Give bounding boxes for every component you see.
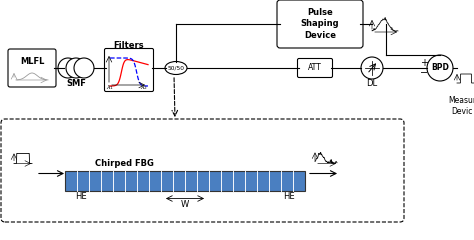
- Circle shape: [58, 58, 78, 78]
- FancyBboxPatch shape: [8, 49, 56, 87]
- Text: Filters: Filters: [114, 41, 144, 49]
- Text: −: −: [420, 68, 428, 78]
- FancyBboxPatch shape: [1, 119, 404, 222]
- Text: MLFL: MLFL: [20, 56, 44, 66]
- FancyBboxPatch shape: [298, 59, 332, 78]
- Text: W: W: [181, 200, 189, 209]
- Text: +: +: [420, 58, 428, 68]
- Text: HE: HE: [75, 192, 87, 201]
- Text: HE: HE: [283, 192, 295, 201]
- Bar: [65, 170, 305, 191]
- Circle shape: [66, 58, 86, 78]
- Text: DL: DL: [366, 79, 378, 89]
- FancyBboxPatch shape: [277, 0, 363, 48]
- Text: $\lambda_1$: $\lambda_1$: [106, 84, 114, 92]
- Circle shape: [361, 57, 383, 79]
- Circle shape: [74, 58, 94, 78]
- Text: 50/50: 50/50: [167, 66, 184, 71]
- Text: BPD: BPD: [431, 64, 449, 72]
- Text: Chirped FBG: Chirped FBG: [95, 159, 154, 168]
- Text: ATT: ATT: [308, 64, 322, 72]
- Text: Measur
Devic: Measur Devic: [448, 96, 474, 116]
- Text: Pulse
Shaping
Device: Pulse Shaping Device: [301, 8, 339, 40]
- Text: SMF: SMF: [66, 78, 86, 88]
- Circle shape: [427, 55, 453, 81]
- Text: $\lambda_2$: $\lambda_2$: [140, 84, 148, 92]
- Ellipse shape: [165, 61, 187, 74]
- FancyBboxPatch shape: [104, 48, 154, 91]
